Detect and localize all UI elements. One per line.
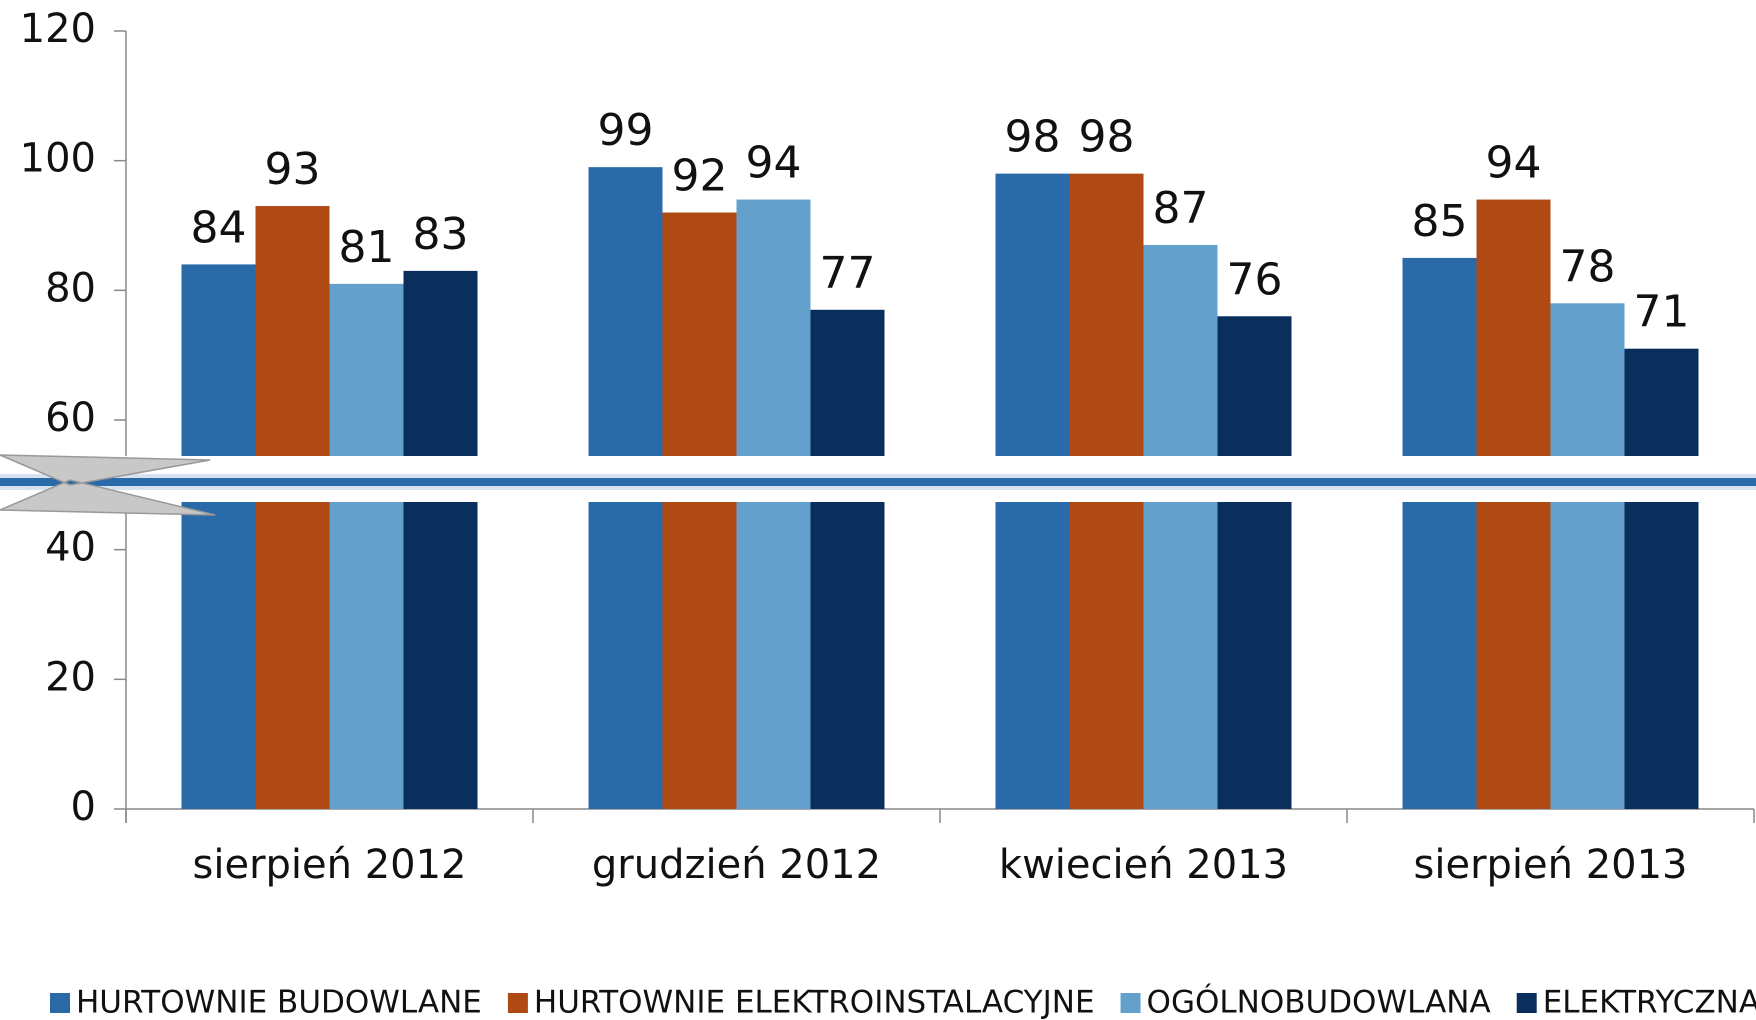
value-label: 94	[1486, 138, 1542, 189]
bar	[810, 309, 885, 809]
bar	[1217, 316, 1292, 809]
bar	[1143, 244, 1218, 809]
legend-swatch	[50, 993, 70, 1013]
scissors	[0, 454, 216, 516]
value-label: 98	[1079, 112, 1135, 163]
legend-label: HURTOWNIE ELEKTROINSTALACYJNE	[534, 985, 1095, 1020]
value-label: 93	[265, 144, 321, 195]
bar	[1550, 303, 1625, 809]
y-tick-label: 40	[45, 525, 96, 571]
legend-label: OGÓLNOBUDOWLANA	[1147, 984, 1491, 1020]
value-label: 92	[672, 151, 728, 202]
x-tick-label: sierpień 2012	[193, 842, 467, 888]
y-tick-label: 80	[45, 265, 96, 311]
bar	[255, 206, 330, 810]
value-label: 77	[820, 248, 876, 299]
x-tick-label: kwiecień 2013	[999, 842, 1288, 888]
bar	[1624, 348, 1699, 809]
bar	[1476, 199, 1551, 810]
legend-label: HURTOWNIE BUDOWLANE	[76, 985, 482, 1020]
legend-swatch	[1516, 993, 1537, 1013]
value-label: 84	[191, 202, 247, 253]
y-tick-label: 20	[45, 654, 96, 700]
legend-swatch	[507, 993, 528, 1013]
break-line	[0, 478, 1756, 486]
value-label: 94	[746, 138, 802, 189]
y-tick-label: 60	[45, 395, 96, 441]
legend-label: ELEKTRYCZNA	[1543, 985, 1756, 1020]
y-tick-label: 120	[20, 6, 96, 52]
y-tick-label: 100	[20, 136, 96, 182]
value-label: 78	[1560, 241, 1616, 292]
x-tick-label: sierpień 2013	[1414, 842, 1688, 888]
bar	[736, 199, 811, 810]
bar	[1402, 257, 1477, 810]
value-label: 81	[339, 222, 395, 273]
bar	[181, 264, 256, 809]
value-label: 99	[598, 105, 654, 156]
y-tick-label: 0	[71, 784, 96, 830]
legend-swatch	[1120, 993, 1141, 1013]
x-tick-label: grudzień 2012	[592, 842, 881, 888]
value-label: 87	[1153, 183, 1209, 234]
bar	[329, 283, 404, 810]
value-label: 76	[1227, 254, 1283, 305]
value-label: 85	[1412, 196, 1468, 247]
bar	[662, 212, 737, 810]
value-label: 83	[413, 209, 469, 260]
bar	[403, 270, 478, 810]
value-label: 71	[1634, 287, 1690, 338]
value-label: 98	[1005, 112, 1061, 163]
